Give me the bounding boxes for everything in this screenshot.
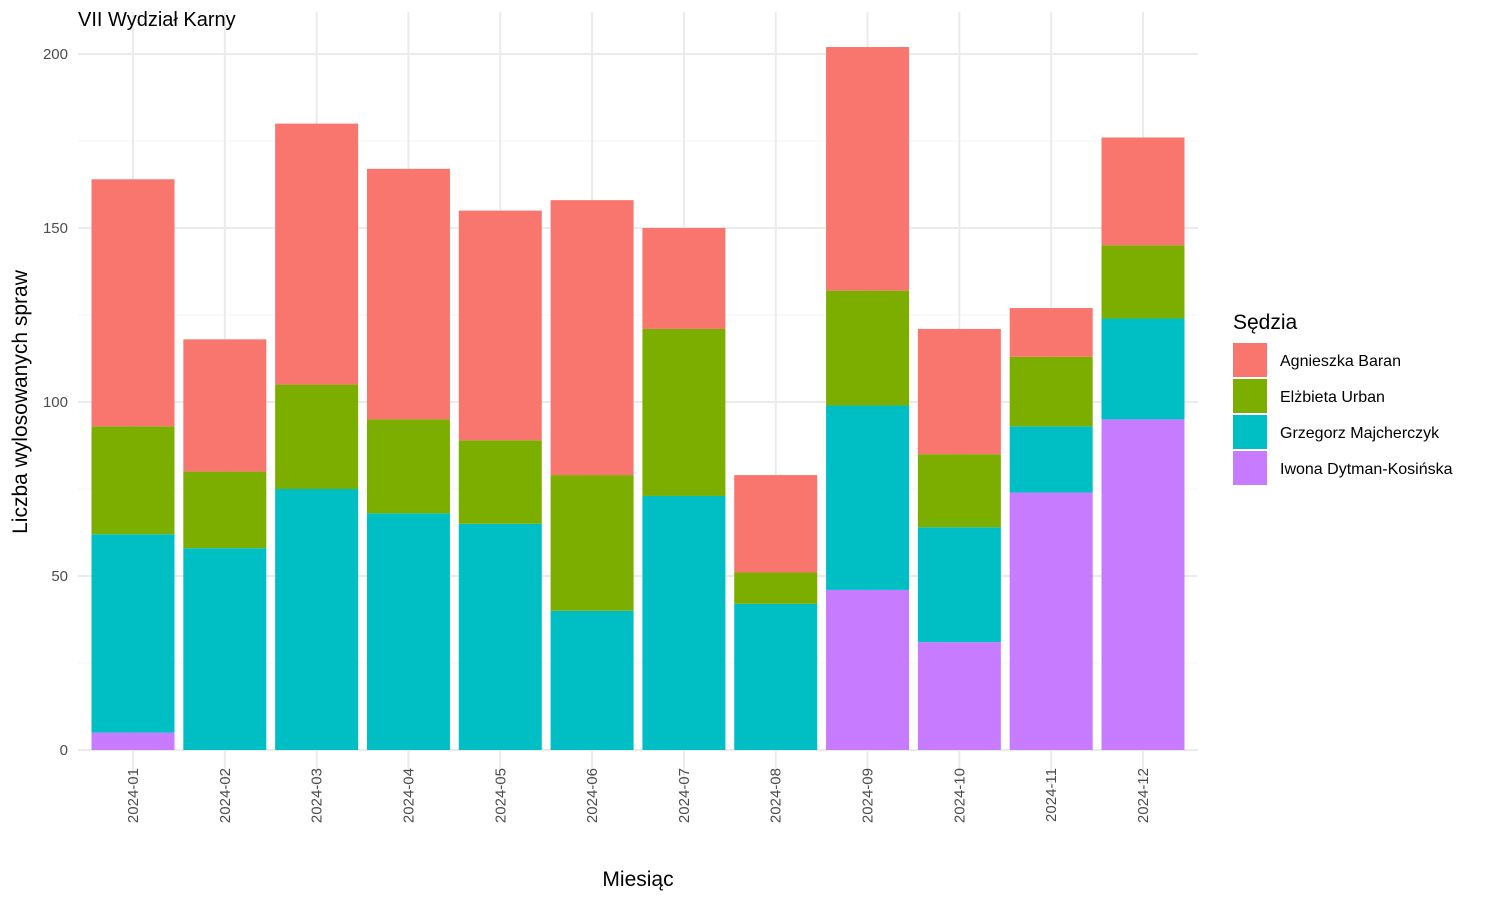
bar-segment xyxy=(91,179,175,427)
bar-segment xyxy=(917,328,1001,455)
x-tick-label: 2024-05 xyxy=(492,768,509,823)
x-tick-label: 2024-04 xyxy=(400,768,417,823)
bar-segment xyxy=(1101,137,1185,246)
bar-segment xyxy=(183,471,267,549)
bar-segment xyxy=(734,603,818,750)
bar-segment xyxy=(826,47,910,291)
bar-segment xyxy=(917,454,1001,528)
legend-label: Iwona Dytman-Kosińska xyxy=(1280,461,1453,478)
x-tick-label: 2024-12 xyxy=(1135,768,1152,823)
x-tick-label: 2024-01 xyxy=(125,768,142,823)
bar-segment xyxy=(91,534,175,733)
bar-segment xyxy=(91,426,175,535)
bar-segment xyxy=(550,200,634,476)
x-tick-label: 2024-06 xyxy=(584,768,601,823)
y-tick-label: 0 xyxy=(60,742,68,759)
bar-segment xyxy=(826,405,910,590)
legend-key xyxy=(1233,451,1267,485)
x-tick-label: 2024-11 xyxy=(1043,768,1060,822)
bar-segment xyxy=(91,732,175,750)
bar-segment xyxy=(642,495,726,750)
bars xyxy=(91,47,1185,750)
chart-title: VII Wydział Karny xyxy=(78,9,236,31)
bar-segment xyxy=(275,384,359,489)
bar-segment xyxy=(642,228,726,329)
bar-segment xyxy=(1009,356,1093,427)
y-tick-label: 150 xyxy=(43,220,68,237)
bar-segment xyxy=(734,475,818,573)
x-axis-title: Miesiąc xyxy=(602,868,673,891)
bar-segment xyxy=(458,210,542,441)
bar-segment xyxy=(275,489,359,750)
bar-segment xyxy=(917,642,1001,750)
bar-segment xyxy=(917,527,1001,643)
bar-segment xyxy=(1009,492,1093,750)
y-axis-ticks: 0 50 100 150 200 xyxy=(43,46,68,759)
legend-label: Elżbieta Urban xyxy=(1280,389,1385,406)
bar-segment xyxy=(1101,245,1185,319)
bar-segment xyxy=(366,513,450,750)
x-tick-label: 2024-08 xyxy=(768,768,785,823)
bar-segment xyxy=(1009,308,1093,357)
y-axis-title: Liczba wylosowanych spraw xyxy=(9,269,32,534)
bar-segment xyxy=(550,475,634,611)
x-tick-label: 2024-10 xyxy=(951,768,968,823)
x-axis-ticks: 2024-01 2024-02 2024-03 2024-04 2024-05 2024-… xyxy=(125,768,1152,823)
bar-segment xyxy=(826,290,910,406)
y-tick-label: 50 xyxy=(51,568,68,585)
bar-segment xyxy=(183,339,267,472)
x-tick-label: 2024-03 xyxy=(309,768,326,823)
legend-key xyxy=(1233,379,1267,413)
x-tick-label: 2024-02 xyxy=(217,768,234,823)
legend-key xyxy=(1233,343,1267,377)
legend-key xyxy=(1233,415,1267,449)
x-tick-label: 2024-09 xyxy=(860,768,877,823)
bar-segment xyxy=(183,548,267,750)
bar-segment xyxy=(550,610,634,750)
bar-segment xyxy=(1101,318,1185,420)
bar-segment xyxy=(366,419,450,514)
bar-segment xyxy=(826,589,910,750)
y-tick-label: 200 xyxy=(43,46,68,63)
bar-segment xyxy=(1009,426,1093,493)
legend: Sędzia Agnieszka Baran Elżbieta Urban Grze… xyxy=(1233,311,1453,485)
x-tick-label: 2024-07 xyxy=(676,768,693,823)
bar-segment xyxy=(734,572,818,604)
legend-label: Grzegorz Majcherczyk xyxy=(1280,425,1440,442)
bar-segment xyxy=(1101,419,1185,750)
y-tick-label: 100 xyxy=(43,394,68,411)
bar-segment xyxy=(458,523,542,750)
legend-label: Agnieszka Baran xyxy=(1280,353,1401,370)
bar-segment xyxy=(642,328,726,496)
bar-segment xyxy=(366,168,450,420)
bar-segment xyxy=(275,123,359,385)
legend-title: Sędzia xyxy=(1233,311,1298,334)
bar-segment xyxy=(458,440,542,524)
